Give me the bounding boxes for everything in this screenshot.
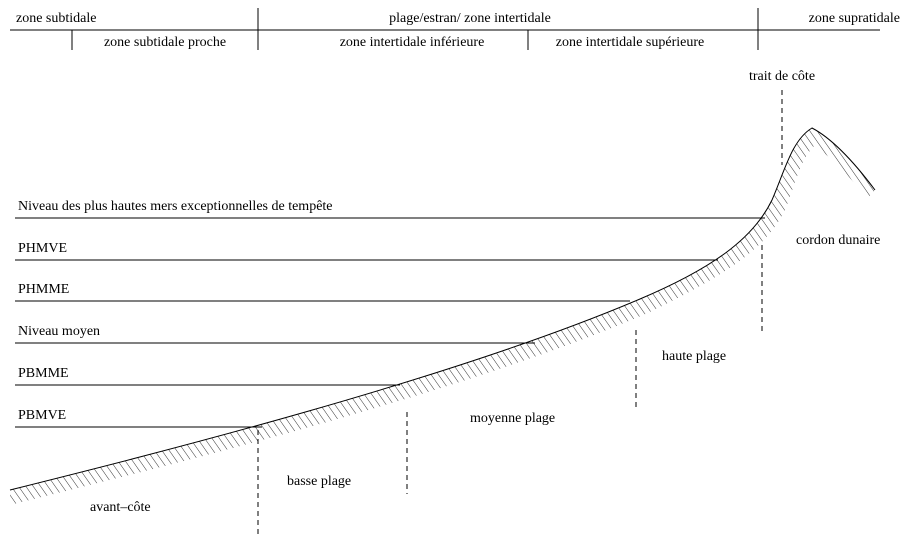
level-label: Niveau des plus hautes mers exceptionnel… <box>18 199 333 214</box>
zone-label: zone intertidale inférieure <box>340 35 485 50</box>
zone-label: zone supratidale <box>809 11 900 26</box>
level-label: PBMVE <box>18 408 66 423</box>
hatched-ground <box>10 128 875 505</box>
feature-label: haute plage <box>662 349 726 364</box>
feature-label: trait de côte <box>749 69 815 84</box>
profile-line <box>9 127 876 491</box>
feature-label: avant–côte <box>90 500 151 515</box>
zone-label: zone intertidale supérieure <box>556 35 704 50</box>
zone-label: plage/estran/ zone intertidale <box>389 11 551 26</box>
zone-label: zone subtidale proche <box>104 35 226 50</box>
features: trait de côte cordon dunaire haute plage… <box>90 69 880 515</box>
level-label: PBMME <box>18 366 69 381</box>
feature-label: moyenne plage <box>470 411 555 426</box>
profile <box>9 127 876 505</box>
level-label: Niveau moyen <box>18 324 100 339</box>
level-label: PHMME <box>18 282 69 297</box>
feature-label: basse plage <box>287 474 351 489</box>
header: zone subtidale plage/estran/ zone intert… <box>10 8 900 50</box>
zone-label: zone subtidale <box>16 11 96 26</box>
level-label: PHMVE <box>18 241 67 256</box>
boundaries <box>257 90 783 535</box>
feature-label: cordon dunaire <box>796 233 880 248</box>
levels: Niveau des plus hautes mers exceptionnel… <box>15 199 765 428</box>
